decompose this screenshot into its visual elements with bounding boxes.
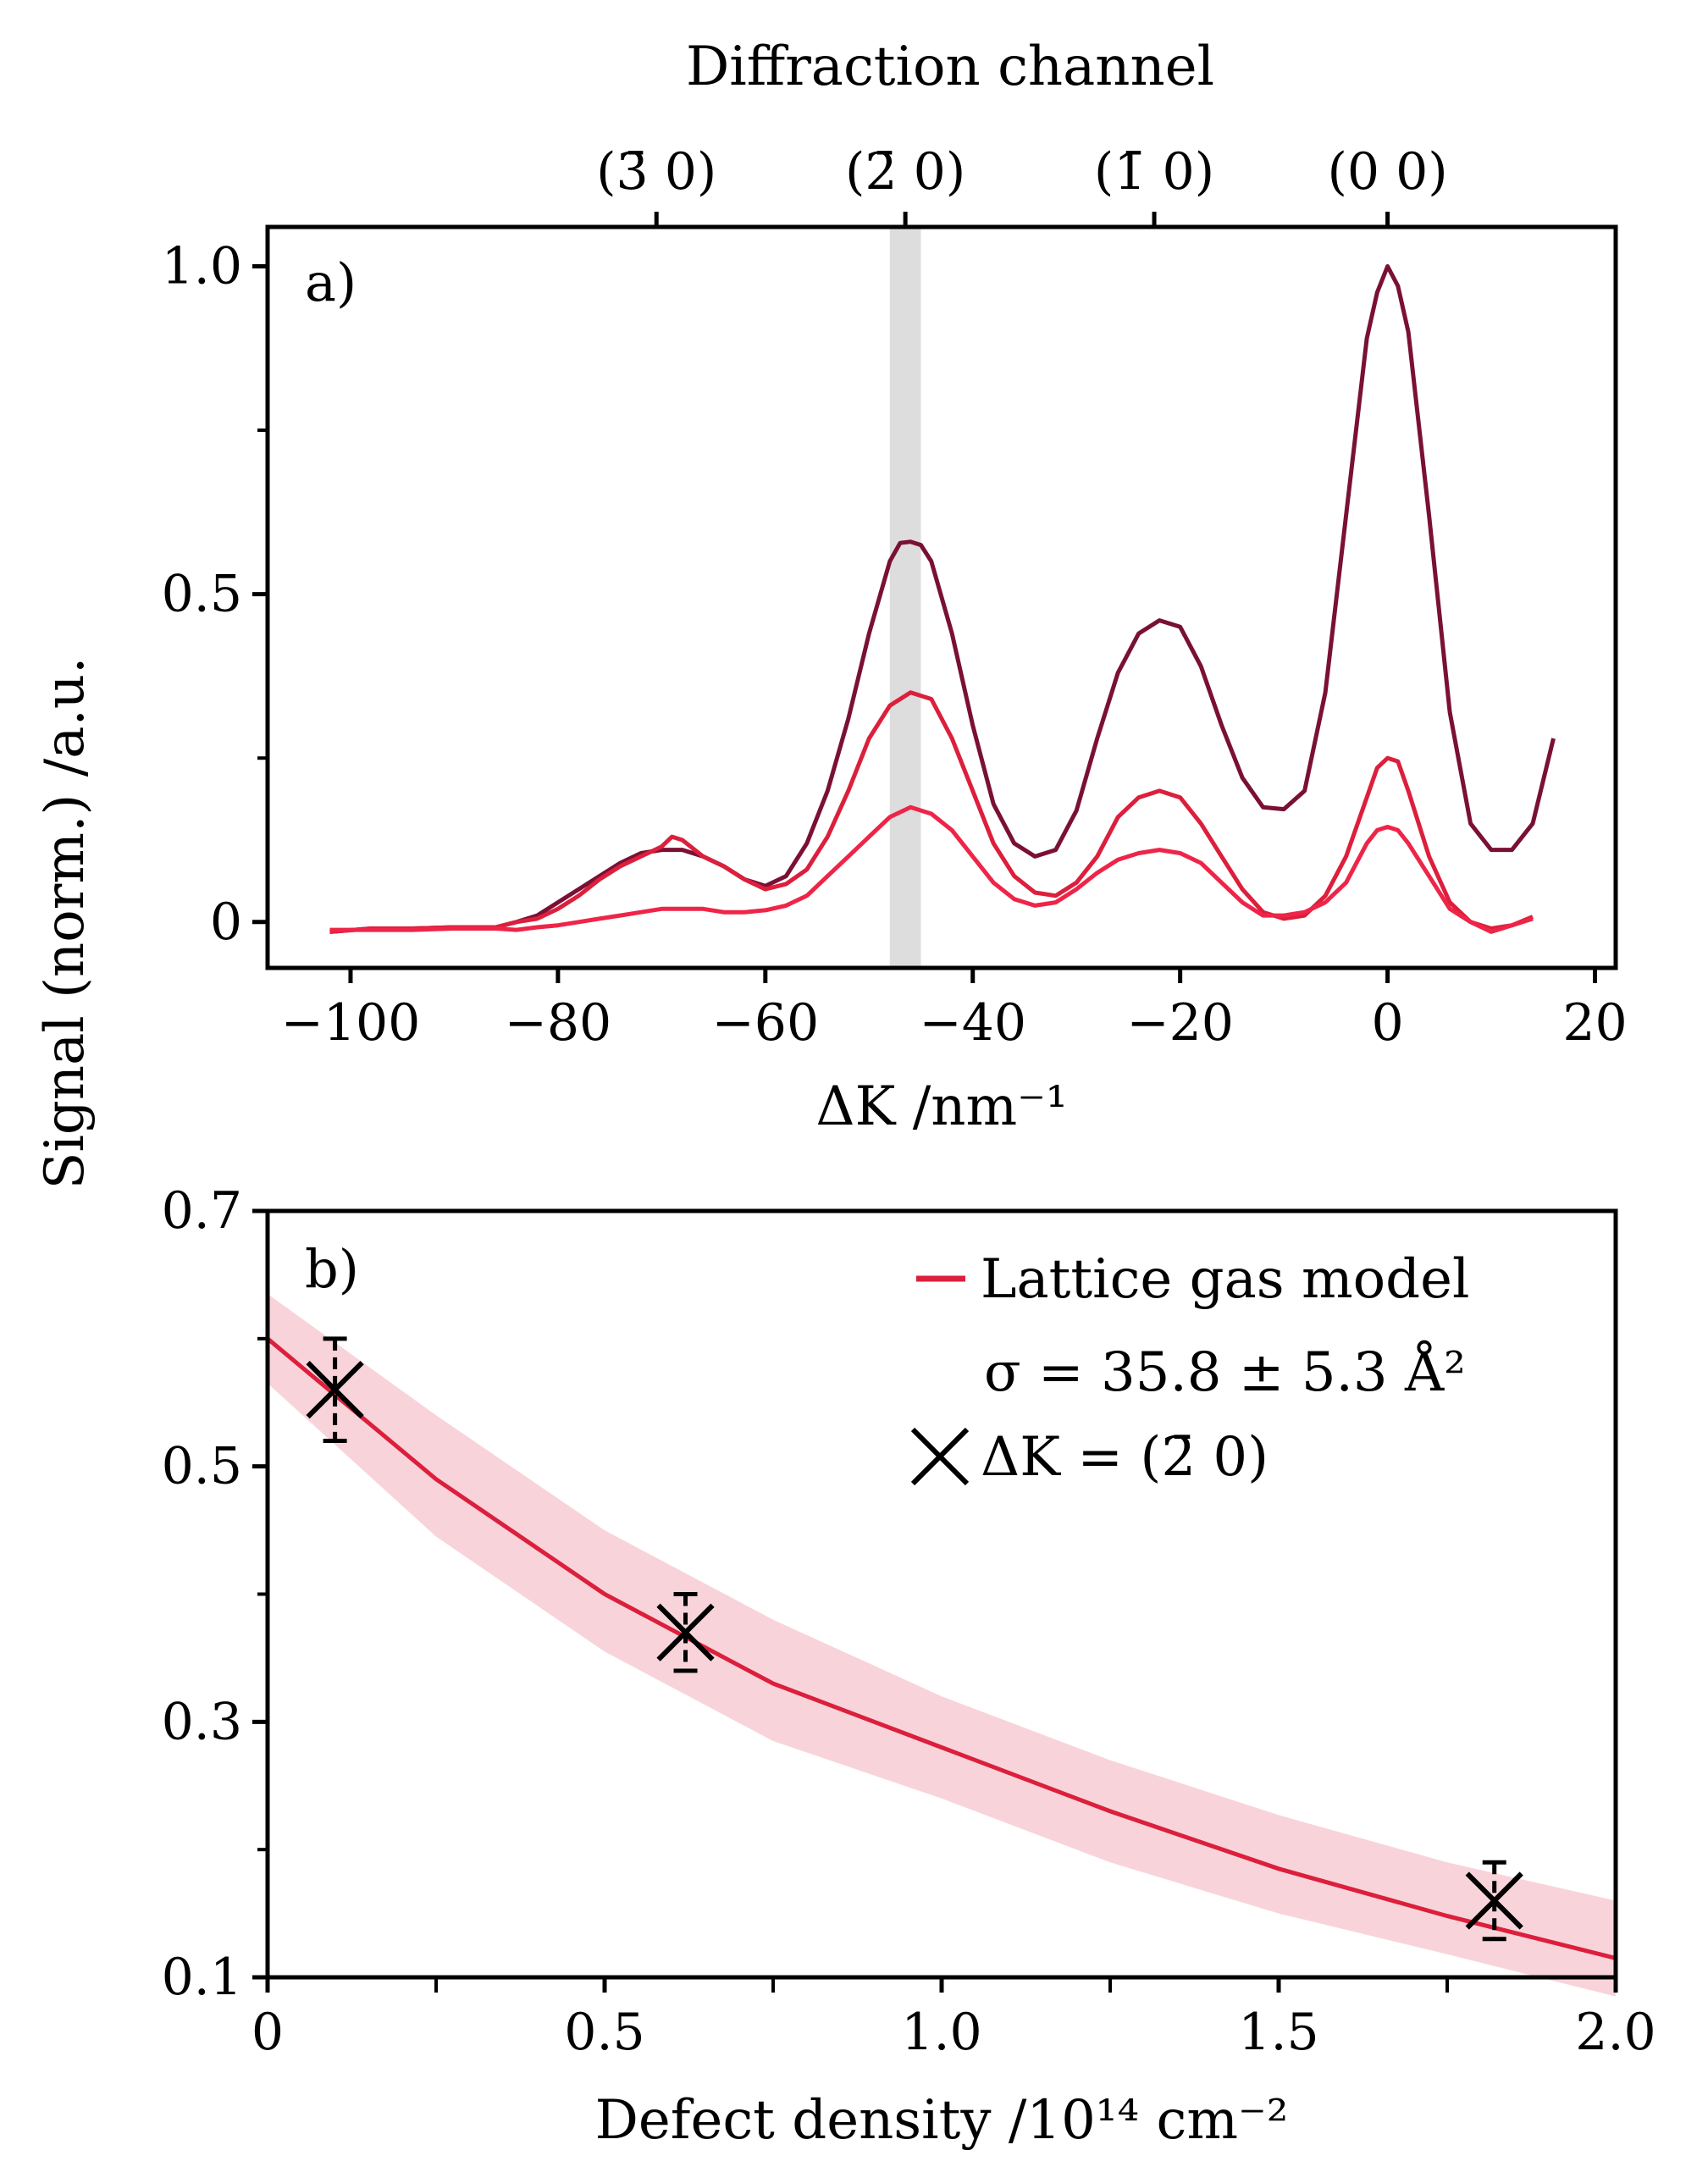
legend-model-label: Lattice gas model <box>981 1248 1469 1311</box>
series-lines <box>329 264 1556 934</box>
model-curve <box>266 1336 1617 1960</box>
x-axis-label-b: Defect density /10¹⁴ cm⁻² <box>595 2089 1289 2152</box>
top-tick-label: (2̄ 0) <box>845 142 965 202</box>
cross-marker-b <box>1465 1871 1523 1930</box>
model-uncertainty-band <box>268 1294 1616 1997</box>
uncertainty-band <box>268 1294 1616 1997</box>
legend-measurement-label: ΔK = (2̄ 0) <box>981 1426 1269 1489</box>
y-tick-label: 0.1 <box>162 1948 242 2007</box>
x-tick-label: −40 <box>919 993 1026 1053</box>
plot-frame-a <box>265 224 1618 970</box>
x-tick-label: 0.5 <box>564 2003 644 2062</box>
top-tick-label: (0 0) <box>1327 142 1447 202</box>
x-tick-label: 0 <box>1371 993 1403 1053</box>
highlight-band <box>889 227 921 968</box>
measurement-point <box>1465 1860 1523 1942</box>
y-axis-label: Signal (norm.) /a.u. <box>34 657 97 1190</box>
y-axis-ticks: 0 0.5 1.0 <box>162 236 268 952</box>
series-line-2 <box>329 690 1534 934</box>
y-tick-label: 0.7 <box>162 1181 242 1241</box>
top-tick-label: (1̄ 0) <box>1094 142 1214 202</box>
x-tick-label: 1.0 <box>901 2003 981 2062</box>
top-axis-label: Diffraction channel <box>686 36 1214 98</box>
cross-marker-b <box>306 1361 364 1419</box>
measurement-points <box>306 1336 1523 1942</box>
y-tick-label: 0.5 <box>162 1437 242 1496</box>
legend-sigma-label: σ = 35.8 ± 5.3 Å² <box>984 1341 1466 1404</box>
x-tick-label: 0 <box>252 2003 284 2062</box>
y-tick-label: 1.0 <box>162 236 242 296</box>
legend: Lattice gas model σ = 35.8 ± 5.3 Å² ΔK =… <box>910 1248 1469 1489</box>
panel-label-a: a) <box>305 252 357 313</box>
panel-label-b: b) <box>305 1238 359 1300</box>
y-tick-label: 0 <box>210 893 242 952</box>
x-tick-label: 20 <box>1562 993 1627 1053</box>
cross-marker-b <box>656 1603 715 1661</box>
x-tick-label: 1.5 <box>1238 2003 1318 2062</box>
measurement-point <box>306 1336 364 1443</box>
panel-a: Diffraction channel (3̄ 0) (2̄ 0) (1̄ 0) (0… <box>162 36 1628 1138</box>
series-line-3 <box>329 804 1534 934</box>
x-tick-label: −20 <box>1126 993 1234 1053</box>
panel-b: 0 0.5 1.0 1.5 2.0 0.1 0.3 0.5 0.7 b) Lattice ga… <box>162 1181 1656 2152</box>
x-axis-ticks: −100 −80 −60 −40 −20 0 20 <box>281 968 1628 1053</box>
x-axis-ticks: 0 0.5 1.0 1.5 2.0 <box>252 1977 1656 2062</box>
series-line-1 <box>329 264 1556 934</box>
y-tick-label: 0.3 <box>162 1692 242 1751</box>
measurement-point <box>656 1592 715 1673</box>
x-tick-label: −100 <box>281 993 421 1053</box>
top-axis-ticks: (3̄ 0) (2̄ 0) (1̄ 0) (0 0) <box>596 142 1448 227</box>
x-tick-label: 2.0 <box>1575 2003 1655 2062</box>
top-tick-label: (3̄ 0) <box>596 142 716 202</box>
y-tick-label: 0.5 <box>162 565 242 624</box>
y-axis-ticks: 0.1 0.3 0.5 0.7 <box>162 1181 268 2007</box>
x-axis-label-a: ΔK /nm⁻¹ <box>815 1075 1067 1138</box>
plot-frame-b <box>265 1208 1618 1980</box>
x-tick-label: −80 <box>505 993 612 1053</box>
highlight-rect <box>889 227 921 968</box>
model-line <box>266 1336 1617 1960</box>
x-tick-label: −60 <box>712 993 820 1053</box>
legend-cross-marker <box>910 1427 970 1486</box>
